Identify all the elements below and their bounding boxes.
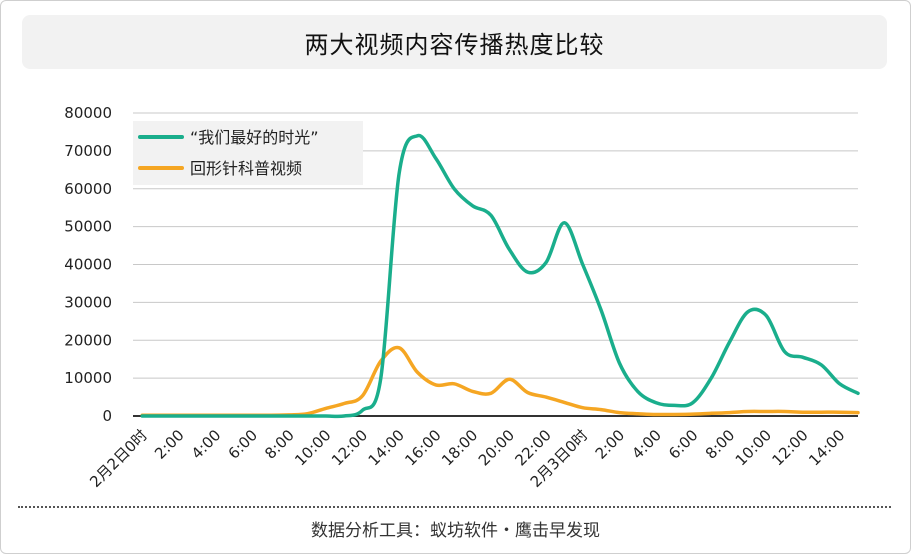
x-axis: 2月2日0时 2:00 4:00 6:00 8:0010:0012:0014:0016:… — [86, 415, 858, 491]
y-tick-label: 70000 — [64, 142, 112, 160]
x-tick-label: 12:00 — [328, 426, 371, 469]
x-tick-label: 4:00 — [188, 426, 225, 463]
y-axis: 0 10000 20000 30000 40000 50000 60000 70000 8000… — [64, 104, 112, 425]
x-tick-label: 18:00 — [438, 426, 481, 469]
y-tick-label: 10000 — [64, 369, 112, 387]
x-tick-label: 6:00 — [225, 426, 262, 463]
y-tick-label: 60000 — [64, 180, 112, 198]
y-tick-label: 30000 — [64, 293, 112, 311]
x-tick-label: 16:00 — [401, 426, 444, 469]
title-banner: 两大视频内容传播热度比较 — [22, 15, 887, 69]
series-line-0 — [140, 133, 860, 419]
x-tick-label: 2:00 — [592, 426, 629, 463]
x-tick-label: 20:00 — [475, 426, 518, 469]
legend-label: 回形针科普视频 — [190, 159, 302, 178]
legend: “我们最好的时光” 回形针科普视频 — [133, 121, 363, 185]
x-tick-label: 14:00 — [805, 426, 848, 469]
series-lines — [140, 133, 860, 419]
series-line-1 — [140, 345, 860, 417]
y-tick-label: 0 — [102, 407, 112, 425]
x-tick-label: 12:00 — [768, 426, 811, 469]
x-tick-label: 10:00 — [732, 426, 775, 469]
footer-source: 数据分析工具：蚁坊软件・鹰击早发现 — [311, 521, 600, 541]
chart-title: 两大视频内容传播热度比较 — [304, 30, 605, 59]
x-tick-label: 6:00 — [665, 426, 702, 463]
x-tick-label: 10:00 — [291, 426, 334, 469]
legend-label: “我们最好的时光” — [190, 128, 319, 147]
y-tick-label: 20000 — [64, 331, 112, 349]
y-tick-label: 50000 — [64, 218, 112, 236]
x-tick-label: 2月2日0时 — [86, 426, 151, 491]
x-tick-label: 2:00 — [151, 426, 188, 463]
x-tick-label: 4:00 — [628, 426, 665, 463]
y-tick-label: 40000 — [64, 256, 112, 274]
y-tick-label: 80000 — [64, 104, 112, 122]
footer-divider — [18, 506, 891, 508]
legend-box — [133, 121, 363, 185]
x-tick-label: 14:00 — [365, 426, 408, 469]
